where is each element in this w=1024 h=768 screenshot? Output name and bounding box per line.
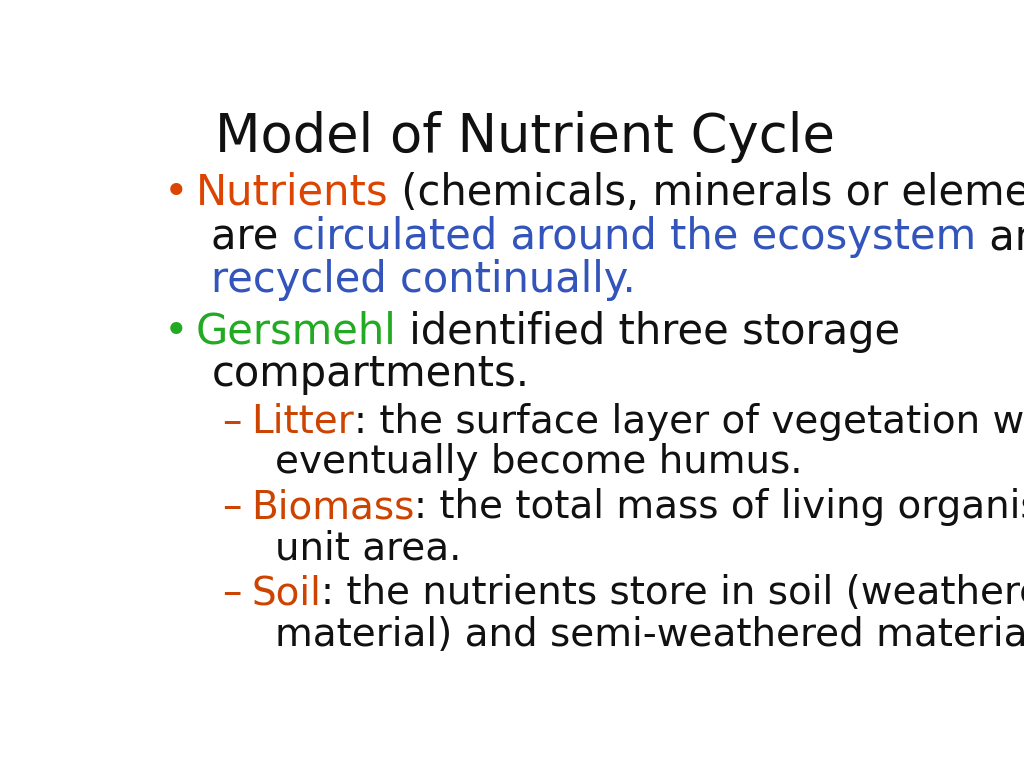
Text: recycled continually.: recycled continually. bbox=[211, 259, 636, 300]
Text: Biomass: Biomass bbox=[251, 488, 415, 526]
Text: Soil: Soil bbox=[251, 574, 321, 612]
Text: Litter: Litter bbox=[251, 402, 353, 441]
Text: –: – bbox=[221, 402, 241, 441]
Text: : the total mass of living organisms, per: : the total mass of living organisms, pe… bbox=[415, 488, 1024, 526]
Text: unit area.: unit area. bbox=[274, 530, 462, 568]
Text: circulated around the ecosystem: circulated around the ecosystem bbox=[292, 216, 976, 258]
Text: Gersmehl: Gersmehl bbox=[196, 311, 396, 353]
Text: Model of Nutrient Cycle: Model of Nutrient Cycle bbox=[215, 111, 835, 163]
Text: compartments.: compartments. bbox=[211, 353, 529, 396]
Text: (chemicals, minerals or elements): (chemicals, minerals or elements) bbox=[388, 172, 1024, 214]
Text: are: are bbox=[211, 216, 292, 258]
Text: : the nutrients store in soil (weathered: : the nutrients store in soil (weathered bbox=[321, 574, 1024, 612]
Text: •: • bbox=[164, 172, 188, 214]
Text: eventually become humus.: eventually become humus. bbox=[274, 443, 803, 481]
Text: –: – bbox=[221, 488, 241, 526]
Text: : the surface layer of vegetation which may: : the surface layer of vegetation which … bbox=[353, 402, 1024, 441]
Text: –: – bbox=[221, 574, 241, 612]
Text: and: and bbox=[976, 216, 1024, 258]
Text: •: • bbox=[164, 311, 188, 353]
Text: Nutrients: Nutrients bbox=[196, 172, 388, 214]
Text: material) and semi-weathered material.: material) and semi-weathered material. bbox=[274, 616, 1024, 654]
Text: identified three storage: identified three storage bbox=[396, 311, 900, 353]
